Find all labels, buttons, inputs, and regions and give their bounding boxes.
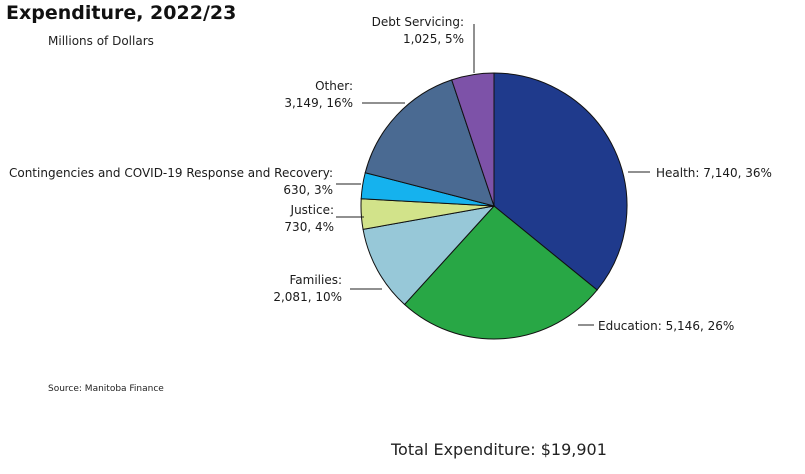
leader-lines bbox=[336, 24, 650, 326]
slice-label-debt-servicing: Debt Servicing: 1,025, 5% bbox=[372, 15, 464, 46]
pie-slice-families bbox=[362, 205, 496, 306]
slice-label-contingencies-and-covid-19-response-and-recovery: Contingencies and COVID-19 Response and … bbox=[9, 166, 333, 197]
pie-slice-debt-servicing bbox=[451, 72, 495, 207]
pie-slice-health bbox=[493, 72, 628, 291]
slice-label-education: Education: 5,146, 26% bbox=[598, 319, 734, 333]
slice-label-justice: Justice: 730, 4% bbox=[284, 203, 334, 234]
slice-labels: Health: 7,140, 36% Education: 5,146, 26% F… bbox=[9, 15, 772, 333]
slice-label-health: Health: 7,140, 36% bbox=[656, 166, 772, 180]
chart-title: Expenditure, 2022/23 bbox=[6, 2, 237, 24]
source-note: Source: Manitoba Finance bbox=[48, 384, 164, 394]
pie-slice-education bbox=[403, 205, 598, 340]
total-expenditure: Total Expenditure: $19,901 bbox=[391, 440, 607, 459]
pie-slices bbox=[360, 72, 628, 340]
slice-label-families: Families: 2,081, 10% bbox=[273, 273, 342, 304]
chart-subtitle: Millions of Dollars bbox=[48, 34, 154, 48]
slice-label-other: Other: 3,149, 16% bbox=[284, 79, 353, 110]
